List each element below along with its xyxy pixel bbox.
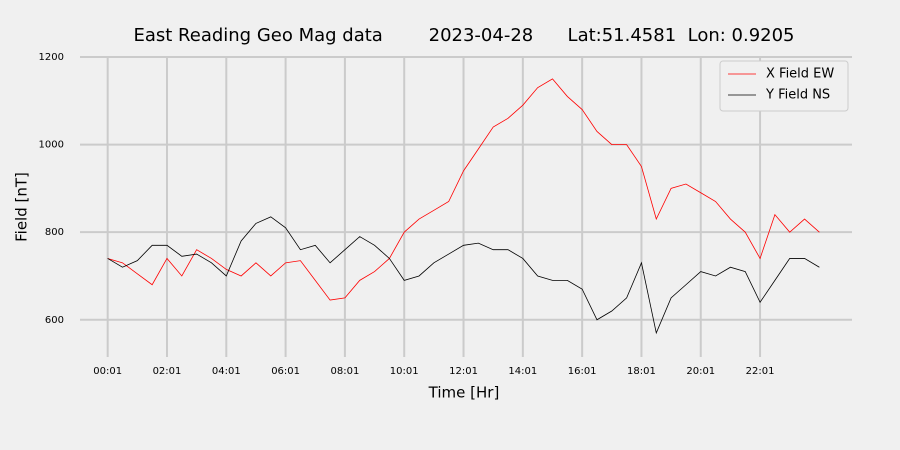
data-line [107, 78, 820, 301]
x-tick-label: 16:01 [568, 366, 597, 377]
data-line [107, 216, 820, 335]
legend-label: X Field EW [766, 67, 834, 82]
x-tick-label: 20:01 [686, 366, 715, 377]
x-tick-label: 14:01 [508, 366, 537, 377]
y-tick-label: 800 [45, 227, 64, 238]
x-tick-label: 18:01 [627, 366, 656, 377]
legend-box [719, 60, 849, 112]
x-tick-label: 04:01 [212, 366, 241, 377]
x-tick-label: 08:01 [330, 366, 359, 377]
x-tick-label: 12:01 [449, 366, 478, 377]
legend: X Field EW Y Field NS [719, 60, 849, 112]
x-tick-label: 06:01 [271, 366, 300, 377]
x-tick-label: 02:01 [153, 366, 182, 377]
x-tick-label: 10:01 [390, 366, 419, 377]
y-axis-label: Field [nT] [13, 172, 31, 242]
y-tick-label: 1200 [39, 52, 64, 63]
x-tick-label: 22:01 [746, 366, 775, 377]
chart-title: East Reading Geo Mag data 2023-04-28 Lat… [133, 25, 794, 46]
y-tick-label: 1000 [39, 140, 64, 151]
x-axis-label: Time [Hr] [428, 384, 500, 402]
legend-label: Y Field NS [765, 88, 830, 103]
x-tick-label: 00:01 [93, 366, 122, 377]
y-tick-label: 600 [45, 315, 64, 326]
